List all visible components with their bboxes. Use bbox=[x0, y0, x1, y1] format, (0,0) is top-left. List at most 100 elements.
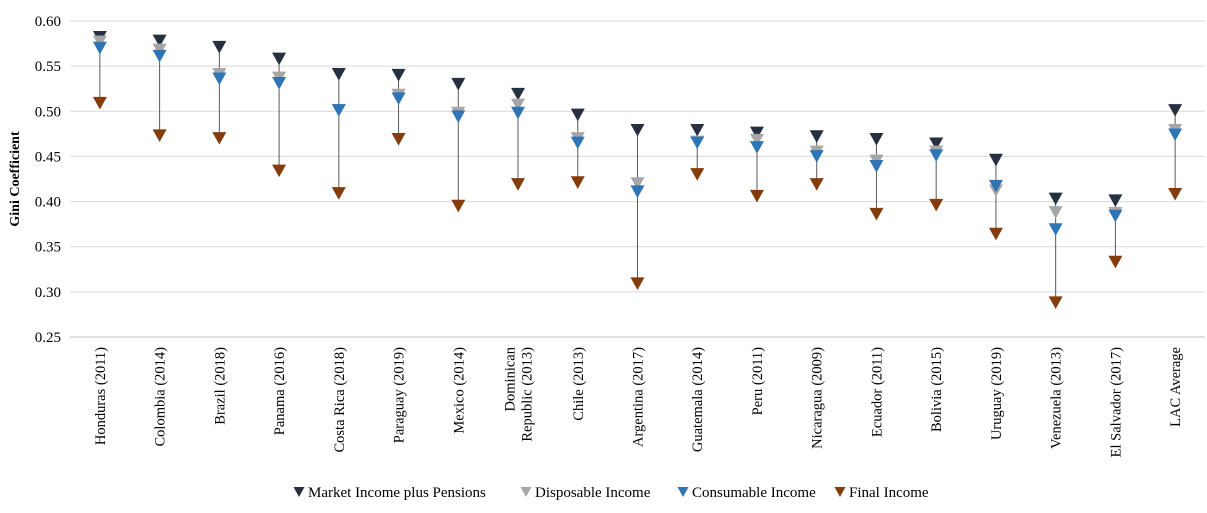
marker-market-income-plus-pensions bbox=[451, 77, 466, 91]
marker-disposable-income bbox=[749, 133, 764, 147]
x-tick-label: El Salvador (2017) bbox=[1108, 347, 1124, 458]
marker-final-income bbox=[451, 199, 466, 213]
legend-label: Final Income bbox=[849, 485, 929, 501]
x-tick-label: Uruguay (2019) bbox=[989, 347, 1005, 440]
marker-consumable-income bbox=[152, 49, 167, 63]
marker-consumable-income bbox=[809, 150, 824, 163]
marker-consumable-income bbox=[690, 136, 705, 150]
marker-final-income bbox=[570, 176, 585, 189]
x-tick-label: Colombia (2014) bbox=[153, 347, 169, 447]
marker-market-income-plus-pensions bbox=[749, 126, 764, 140]
marker-market-income-plus-pensions bbox=[1108, 194, 1123, 207]
marker-consumable-income bbox=[1108, 209, 1123, 223]
range-lines bbox=[99, 37, 1176, 303]
marker-consumable-income bbox=[570, 136, 585, 150]
marker-consumable-income bbox=[630, 185, 645, 198]
legend: Market Income plus Pensions Disposable In… bbox=[293, 485, 929, 501]
marker-disposable-income bbox=[152, 43, 167, 57]
x-tick-label: Argentina (2017) bbox=[631, 347, 647, 447]
marker-market-income-plus-pensions bbox=[391, 68, 406, 82]
marker-market-income-plus-pensions bbox=[212, 40, 227, 54]
marker-market-income-plus-pensions bbox=[152, 34, 167, 48]
legend-marker bbox=[834, 487, 846, 497]
marker-final-income bbox=[272, 164, 287, 178]
marker-final-income bbox=[809, 178, 824, 191]
marker-consumable-income bbox=[511, 106, 526, 120]
marker-market-income-plus-pensions bbox=[988, 153, 1003, 167]
marker-market-income-plus-pensions bbox=[929, 137, 944, 151]
marker-market-income-plus-pensions bbox=[809, 130, 824, 143]
marker-consumable-income bbox=[391, 92, 406, 105]
marker-final-income bbox=[988, 227, 1003, 241]
marker-market-income-plus-pensions bbox=[1168, 104, 1183, 117]
marker-final-income bbox=[749, 189, 764, 203]
marker-market-income-plus-pensions bbox=[331, 67, 346, 81]
marker-market-income-plus-pensions bbox=[570, 108, 585, 122]
x-tick-label: Dominican bbox=[503, 346, 519, 411]
marker-consumable-income bbox=[1168, 128, 1183, 142]
legend-marker bbox=[520, 487, 532, 497]
marker-consumable-income bbox=[988, 179, 1003, 193]
x-tick-label: Nicaragua (2009) bbox=[810, 347, 826, 449]
marker-disposable-income bbox=[92, 35, 107, 49]
marker-market-income-plus-pensions bbox=[690, 123, 705, 137]
marker-final-income bbox=[869, 207, 884, 221]
marker-consumable-income bbox=[331, 104, 346, 117]
marker-consumable-income bbox=[451, 110, 466, 124]
x-tick-label: Paraguay (2019) bbox=[392, 347, 408, 443]
marker-final-income bbox=[630, 277, 645, 291]
x-tick-label: Ecuador (2011) bbox=[869, 347, 885, 437]
marker-consumable-income bbox=[272, 76, 287, 90]
legend-label: Disposable Income bbox=[535, 485, 651, 501]
legend-marker bbox=[293, 487, 305, 497]
x-tick-label: Peru (2011) bbox=[750, 347, 766, 415]
marker-final-income bbox=[152, 129, 167, 142]
x-tick-label: Honduras (2011) bbox=[93, 347, 109, 445]
marker-final-income bbox=[92, 96, 107, 110]
x-tick-label: LAC Average bbox=[1168, 347, 1184, 427]
marker-market-income-plus-pensions bbox=[630, 123, 645, 137]
x-tick-label: Venezuela (2013) bbox=[1049, 347, 1065, 449]
marker-disposable-income bbox=[511, 98, 526, 112]
x-tick-label: Mexico (2014) bbox=[451, 347, 467, 434]
x-tick-label: Panama (2016) bbox=[272, 347, 288, 435]
marker-consumable-income bbox=[1048, 223, 1063, 236]
y-tick-label: 0.60 bbox=[35, 14, 61, 30]
data-markers bbox=[92, 30, 1183, 309]
legend-label: Consumable Income bbox=[692, 485, 816, 501]
marker-consumable-income bbox=[749, 141, 764, 154]
marker-final-income bbox=[212, 132, 227, 145]
x-tick-label: Republic (2013) bbox=[520, 347, 536, 442]
axes: 0.25 0.30 0.35 0.40 0.45 0.50 0.55 0.60 Honduras… bbox=[35, 14, 1205, 457]
legend-marker bbox=[677, 487, 689, 497]
marker-final-income bbox=[331, 187, 346, 200]
y-axis-label: Gini Coefficient bbox=[8, 131, 23, 227]
marker-consumable-income bbox=[929, 149, 944, 162]
marker-market-income-plus-pensions bbox=[869, 132, 884, 146]
marker-final-income bbox=[1168, 188, 1183, 201]
y-tick-label: 0.40 bbox=[35, 195, 61, 211]
y-tick-label: 0.35 bbox=[35, 240, 61, 256]
marker-final-income bbox=[1048, 296, 1063, 309]
marker-consumable-income bbox=[92, 41, 107, 55]
marker-final-income bbox=[391, 132, 406, 146]
marker-market-income-plus-pensions bbox=[1048, 192, 1063, 206]
y-tick-label: 0.30 bbox=[35, 285, 61, 301]
x-tick-label: Guatemala (2014) bbox=[690, 347, 706, 452]
marker-final-income bbox=[929, 198, 944, 212]
x-tick-label: Brazil (2018) bbox=[212, 347, 228, 425]
marker-market-income-plus-pensions bbox=[272, 52, 287, 66]
marker-final-income bbox=[690, 168, 705, 181]
x-tick-label: Bolivia (2015) bbox=[929, 347, 945, 432]
marker-final-income bbox=[1108, 255, 1123, 269]
x-tick-label: Costa Rica (2018) bbox=[332, 347, 348, 453]
marker-consumable-income bbox=[212, 72, 227, 86]
marker-final-income bbox=[511, 178, 526, 191]
y-tick-label: 0.55 bbox=[35, 59, 61, 75]
marker-consumable-income bbox=[869, 160, 884, 173]
y-tick-label: 0.50 bbox=[35, 104, 61, 120]
legend-label: Market Income plus Pensions bbox=[308, 485, 486, 501]
y-tick-label: 0.45 bbox=[35, 149, 61, 165]
